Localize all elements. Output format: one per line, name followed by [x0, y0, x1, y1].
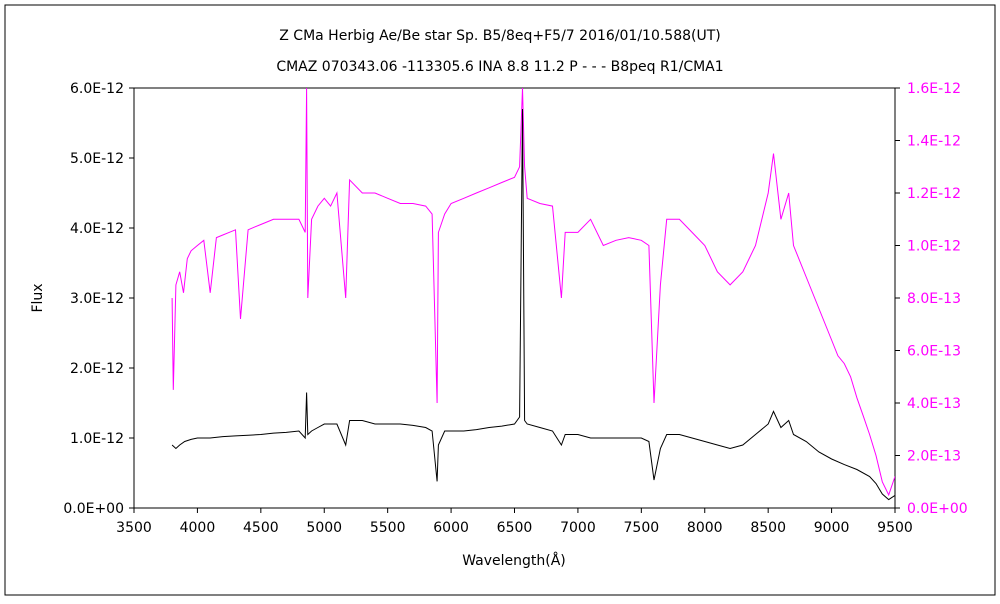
chart-title-line1: Z CMa Herbig Ae/Be star Sp. B5/8eq+F5/7 …: [279, 28, 721, 44]
outer-border: [4, 4, 996, 596]
x-tick-label: 6500: [497, 520, 533, 536]
y-right-tick-label: 1.2E-12: [907, 186, 961, 202]
x-axis: 3500 4000 4500 5000 5500 6000 6500 7000 7500 8000…: [116, 508, 913, 536]
x-tick-label: 8000: [687, 520, 723, 536]
y-right-tick-label: 8.0E-13: [907, 291, 961, 307]
spectrum-line-left-axis: [171, 108, 895, 501]
x-tick-label: 5000: [306, 520, 342, 536]
y-left-tick-label: 0.0E+00: [63, 501, 124, 517]
y-right-tick-label: 6.0E-13: [907, 344, 961, 360]
series-layer: [171, 88, 895, 501]
x-tick-label: 8500: [750, 520, 786, 536]
y-left-tick-label: 6.0E-12: [70, 81, 124, 97]
x-tick-label: 3500: [116, 520, 152, 536]
y-left-tick-label: 4.0E-12: [70, 221, 124, 237]
x-tick-label: 9000: [814, 520, 850, 536]
x-tick-label: 5500: [370, 520, 406, 536]
chart-title-line2: CMAZ 070343.06 -113305.6 INA 8.8 11.2 P …: [276, 59, 723, 75]
y-left-tick-label: 5.0E-12: [70, 151, 124, 167]
y-right-tick-label: 1.6E-12: [907, 81, 961, 97]
y-right-tick-label: 1.4E-12: [907, 134, 961, 150]
y-axis-label: Flux: [30, 283, 46, 312]
y-axis-left: 0.0E+00 1.0E-12 2.0E-12 3.0E-12 4.0E-12 5.0E-…: [63, 81, 134, 517]
x-axis-label: Wavelength(Å): [462, 552, 566, 569]
x-tick-label: 6000: [433, 520, 469, 536]
y-right-tick-label: 1.0E-12: [907, 239, 961, 255]
x-tick-label: 7000: [560, 520, 596, 536]
x-tick-label: 4000: [180, 520, 216, 536]
y-right-tick-label: 4.0E-13: [907, 396, 961, 412]
y-left-tick-label: 3.0E-12: [70, 291, 124, 307]
y-left-tick-label: 2.0E-12: [70, 361, 124, 377]
x-tick-label: 9500: [877, 520, 913, 536]
y-right-tick-label: 2.0E-13: [907, 449, 961, 465]
x-tick-label: 4500: [243, 520, 279, 536]
y-right-tick-label: 0.0E+00: [907, 501, 968, 517]
spectrum-line-right-axis: [171, 88, 895, 497]
x-tick-label: 7500: [624, 520, 660, 536]
y-axis-right: 0.0E+00 2.0E-13 4.0E-13 6.0E-13 8.0E-13 1.0E-…: [895, 81, 968, 517]
y-left-tick-label: 1.0E-12: [70, 431, 124, 447]
